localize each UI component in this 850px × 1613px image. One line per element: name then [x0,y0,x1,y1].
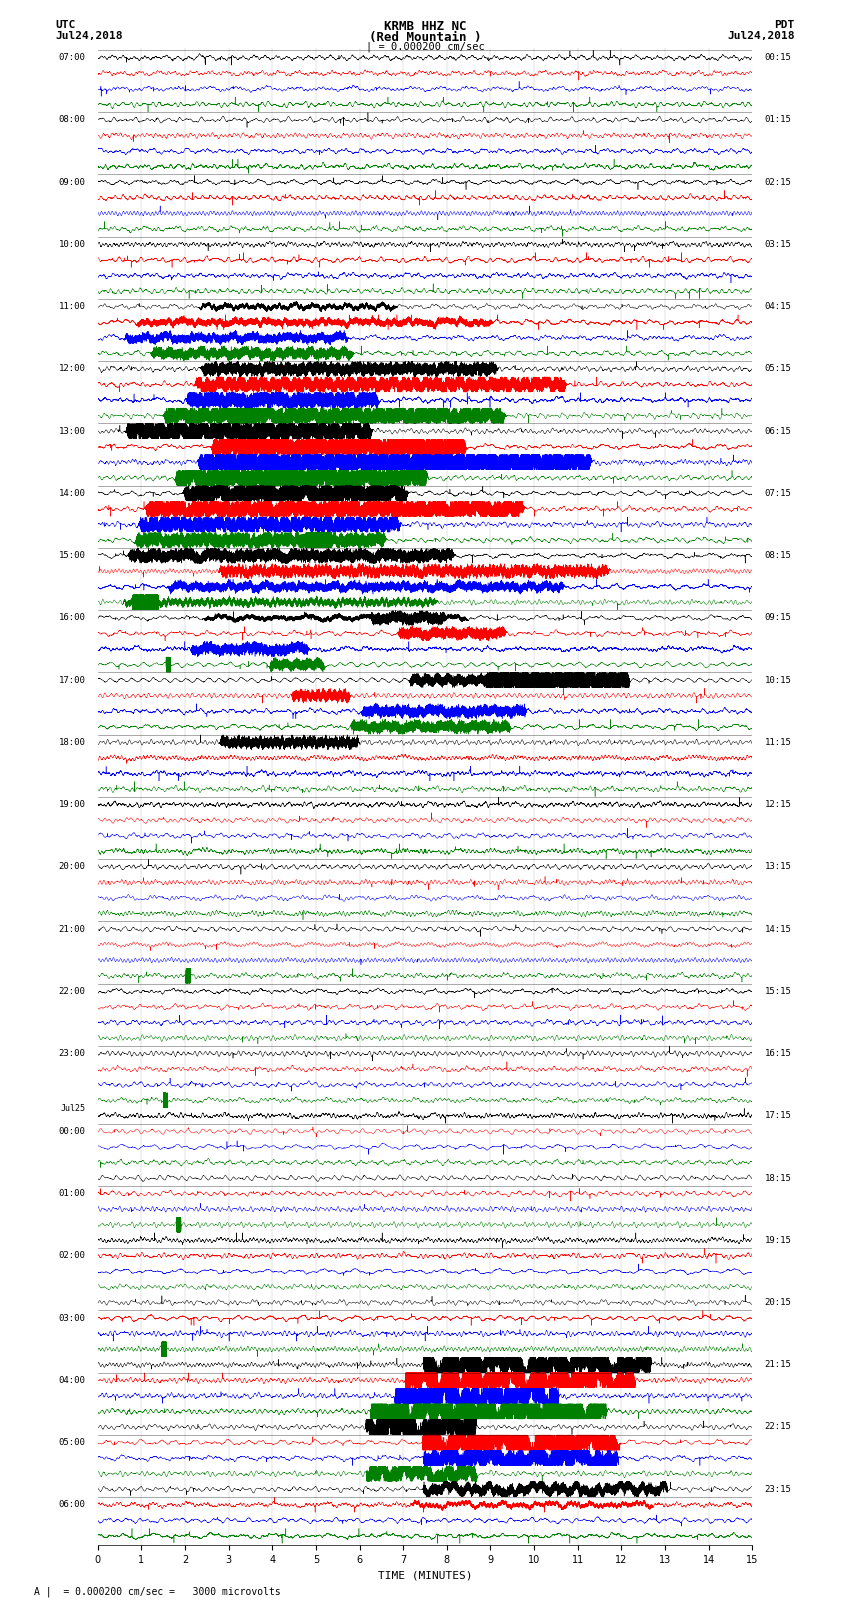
Text: 12:00: 12:00 [59,365,86,374]
Text: 15:15: 15:15 [764,987,791,995]
Text: 14:15: 14:15 [764,924,791,934]
Text: 01:15: 01:15 [764,116,791,124]
X-axis label: TIME (MINUTES): TIME (MINUTES) [377,1571,473,1581]
Text: 05:00: 05:00 [59,1439,86,1447]
Text: 00:15: 00:15 [764,53,791,63]
Text: 11:15: 11:15 [764,737,791,747]
Text: (Red Mountain ): (Red Mountain ) [369,31,481,44]
Text: 23:15: 23:15 [764,1484,791,1494]
Text: 13:00: 13:00 [59,427,86,436]
Text: 11:00: 11:00 [59,302,86,311]
Text: 04:00: 04:00 [59,1376,86,1386]
Text: 08:15: 08:15 [764,552,791,560]
Text: 04:15: 04:15 [764,302,791,311]
Text: Jul24,2018: Jul24,2018 [728,31,795,40]
Text: 23:00: 23:00 [59,1048,86,1058]
Text: Jul24,2018: Jul24,2018 [55,31,122,40]
Text: | = 0.000200 cm/sec: | = 0.000200 cm/sec [366,40,484,52]
Text: 10:15: 10:15 [764,676,791,684]
Text: 16:00: 16:00 [59,613,86,623]
Text: 03:15: 03:15 [764,240,791,248]
Text: 17:00: 17:00 [59,676,86,684]
Text: 19:00: 19:00 [59,800,86,810]
Text: 02:00: 02:00 [59,1252,86,1260]
Text: 22:15: 22:15 [764,1423,791,1431]
Text: 06:00: 06:00 [59,1500,86,1510]
Text: 20:00: 20:00 [59,863,86,871]
Text: 06:15: 06:15 [764,427,791,436]
Text: 21:15: 21:15 [764,1360,791,1369]
Text: Jul25: Jul25 [60,1103,86,1113]
Text: 18:00: 18:00 [59,737,86,747]
Text: 20:15: 20:15 [764,1298,791,1307]
Text: 03:00: 03:00 [59,1313,86,1323]
Text: 17:15: 17:15 [764,1111,791,1121]
Text: A |  = 0.000200 cm/sec =   3000 microvolts: A | = 0.000200 cm/sec = 3000 microvolts [34,1586,280,1597]
Text: PDT: PDT [774,19,795,31]
Text: 14:00: 14:00 [59,489,86,498]
Text: 13:15: 13:15 [764,863,791,871]
Text: UTC: UTC [55,19,76,31]
Text: 09:15: 09:15 [764,613,791,623]
Text: 07:00: 07:00 [59,53,86,63]
Text: KRMB HHZ NC: KRMB HHZ NC [383,19,467,34]
Text: 22:00: 22:00 [59,987,86,995]
Text: 10:00: 10:00 [59,240,86,248]
Text: 12:15: 12:15 [764,800,791,810]
Text: 09:00: 09:00 [59,177,86,187]
Text: 21:00: 21:00 [59,924,86,934]
Text: 00:00: 00:00 [59,1127,86,1136]
Text: 05:15: 05:15 [764,365,791,374]
Text: 19:15: 19:15 [764,1236,791,1245]
Text: 02:15: 02:15 [764,177,791,187]
Text: 07:15: 07:15 [764,489,791,498]
Text: 16:15: 16:15 [764,1048,791,1058]
Text: 15:00: 15:00 [59,552,86,560]
Text: 08:00: 08:00 [59,116,86,124]
Text: 01:00: 01:00 [59,1189,86,1198]
Text: 18:15: 18:15 [764,1174,791,1182]
